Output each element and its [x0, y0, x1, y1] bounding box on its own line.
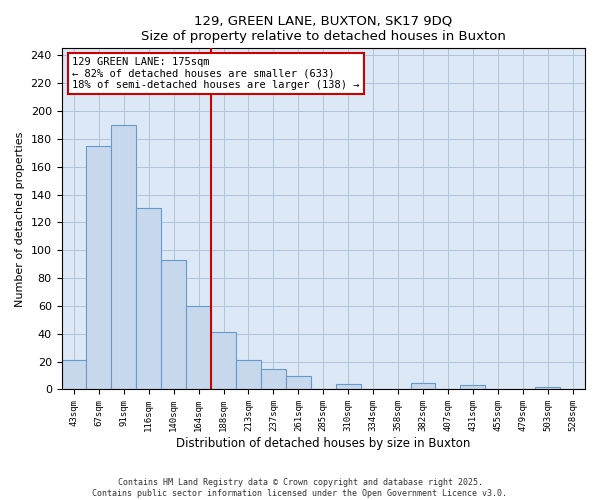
- Y-axis label: Number of detached properties: Number of detached properties: [15, 131, 25, 306]
- Bar: [261, 368, 286, 390]
- Text: 129 GREEN LANE: 175sqm
← 82% of detached houses are smaller (633)
18% of semi-de: 129 GREEN LANE: 175sqm ← 82% of detached…: [72, 57, 359, 90]
- Bar: [236, 360, 261, 390]
- Title: 129, GREEN LANE, BUXTON, SK17 9DQ
Size of property relative to detached houses i: 129, GREEN LANE, BUXTON, SK17 9DQ Size o…: [141, 15, 506, 43]
- Bar: [186, 306, 211, 390]
- Bar: [410, 382, 436, 390]
- Bar: [460, 386, 485, 390]
- Bar: [286, 376, 311, 390]
- Bar: [62, 360, 86, 390]
- Bar: [211, 332, 236, 390]
- Bar: [161, 260, 186, 390]
- Bar: [112, 125, 136, 390]
- Bar: [86, 146, 112, 390]
- Bar: [336, 384, 361, 390]
- X-axis label: Distribution of detached houses by size in Buxton: Distribution of detached houses by size …: [176, 437, 470, 450]
- Bar: [136, 208, 161, 390]
- Bar: [535, 386, 560, 390]
- Text: Contains HM Land Registry data © Crown copyright and database right 2025.
Contai: Contains HM Land Registry data © Crown c…: [92, 478, 508, 498]
